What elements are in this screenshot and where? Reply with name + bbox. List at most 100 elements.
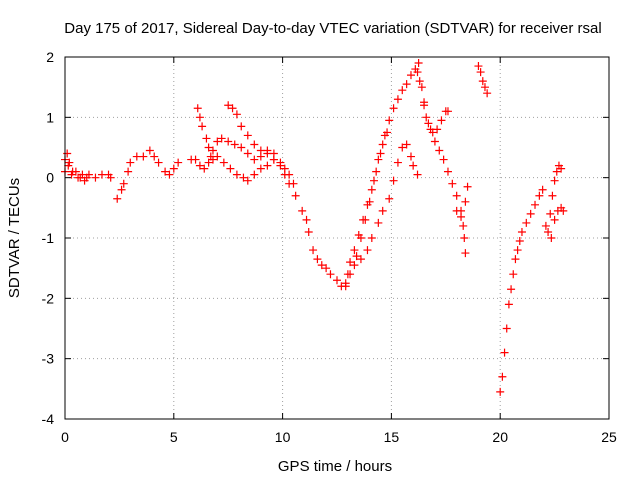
data-point (428, 128, 437, 137)
data-point (385, 116, 394, 125)
series-arc-e (193, 104, 278, 164)
data-point (433, 125, 442, 134)
data-point (239, 173, 248, 182)
data-point (372, 167, 381, 176)
data-point (309, 246, 318, 255)
data-point (457, 212, 466, 221)
data-point (206, 152, 215, 161)
data-point (452, 206, 461, 215)
x-tick-label: 5 (170, 429, 178, 445)
data-point (367, 185, 376, 194)
data-point (204, 158, 213, 167)
x-tick-label: 15 (384, 429, 400, 445)
data-point (550, 215, 559, 224)
data-point (219, 158, 228, 167)
x-tick-label: 20 (492, 429, 508, 445)
data-point (174, 158, 183, 167)
y-tick-label: -3 (42, 351, 55, 367)
y-tick-label: 2 (46, 49, 54, 65)
data-point (145, 146, 154, 155)
data-point (476, 68, 485, 77)
data-point (460, 234, 469, 242)
data-point (422, 113, 431, 122)
data-point (531, 200, 540, 209)
y-tick-label: -4 (42, 411, 55, 427)
data-point (256, 146, 265, 155)
data-point (463, 182, 472, 191)
data-point (193, 104, 202, 113)
data-point (361, 215, 370, 224)
data-point (198, 122, 207, 131)
data-point (139, 152, 148, 161)
data-point (502, 324, 511, 333)
y-tick-label: 1 (46, 109, 54, 125)
data-point (459, 221, 468, 230)
data-point (161, 167, 170, 176)
data-point (430, 137, 439, 146)
data-point (230, 140, 239, 149)
data-point (409, 161, 418, 170)
data-point (483, 89, 492, 98)
data-point (276, 158, 285, 167)
data-point (406, 152, 415, 161)
data-point (557, 164, 566, 173)
x-tick-label: 10 (275, 429, 291, 445)
data-point (302, 215, 311, 224)
data-point (414, 59, 423, 68)
data-point (541, 221, 550, 230)
series-arc-c (113, 146, 183, 203)
data-point (78, 170, 87, 179)
data-point (346, 258, 355, 267)
data-point (548, 191, 557, 200)
data-point (291, 191, 300, 200)
data-point (322, 264, 331, 273)
data-point (200, 164, 209, 173)
data-point (280, 164, 289, 173)
data-point (363, 246, 372, 255)
data-point (500, 348, 509, 357)
data-point (526, 209, 535, 218)
data-point (393, 158, 402, 167)
data-point (202, 134, 211, 143)
data-point (232, 110, 241, 119)
data-point (243, 149, 252, 158)
data-point (250, 140, 259, 149)
data-point (317, 261, 326, 270)
data-point (374, 218, 383, 227)
data-point (333, 276, 341, 285)
data-point (243, 131, 252, 140)
data-point (389, 104, 398, 113)
data-point (195, 161, 204, 170)
series-arc-o (541, 161, 566, 236)
x-tick-label: 25 (601, 429, 617, 445)
data-point (435, 146, 444, 155)
data-point (474, 62, 483, 71)
data-point (237, 143, 246, 152)
axes: 0 5 10 15 20 25 -4 -3 -2 -1 0 1 2 (42, 49, 617, 445)
data-point (420, 101, 429, 110)
data-point (341, 282, 350, 291)
data-point (378, 140, 387, 149)
data-point (369, 176, 378, 185)
series-arc-l (452, 182, 472, 221)
data-point (515, 237, 524, 246)
data-point (452, 191, 461, 200)
data-point (461, 197, 470, 206)
data-point (119, 179, 128, 188)
data-point (448, 179, 457, 188)
data-point (343, 270, 352, 279)
data-point (250, 170, 259, 179)
data-point (289, 179, 298, 188)
data-point (226, 164, 235, 173)
data-point (117, 185, 126, 194)
data-point (402, 140, 411, 149)
data-point (509, 270, 518, 279)
data-point (406, 71, 415, 80)
data-point (263, 149, 272, 158)
x-axis-label: GPS time / hours (278, 458, 392, 475)
data-point (504, 300, 513, 309)
data-point (376, 149, 385, 158)
data-point (443, 167, 452, 176)
data-point (437, 116, 446, 125)
